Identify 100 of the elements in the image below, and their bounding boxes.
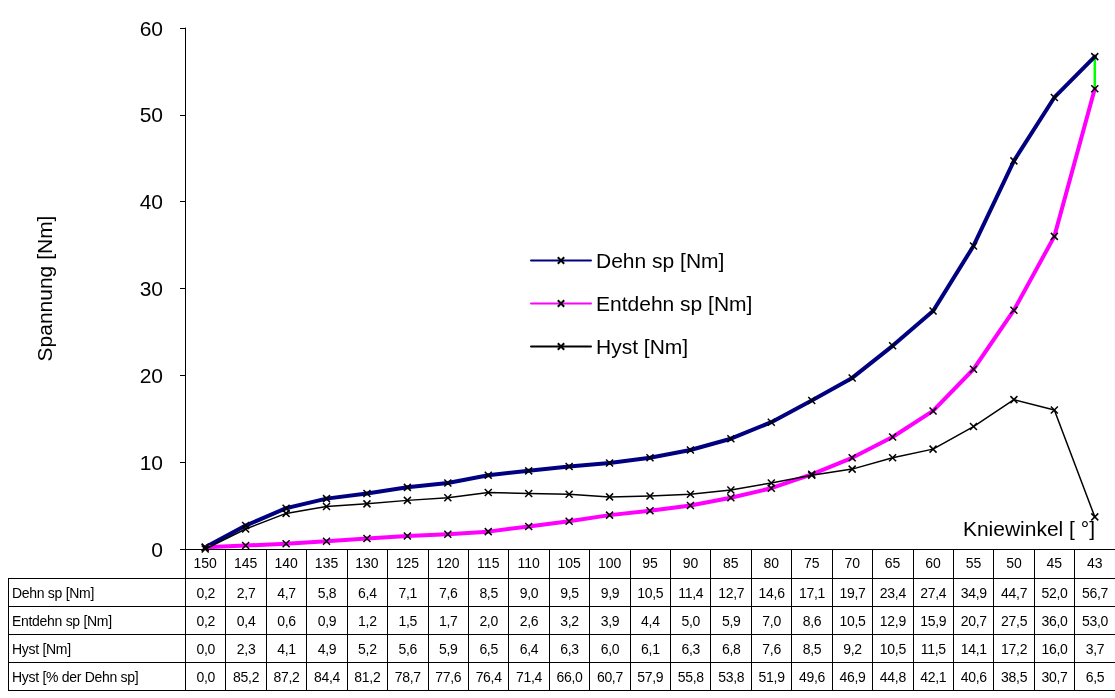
text: 42,1 [913, 662, 954, 691]
x-tick-label: 85 [723, 555, 739, 571]
data-label: 17,1 [791, 578, 833, 607]
point [969, 422, 978, 431]
data-label: 11,4 [670, 578, 711, 607]
text: Dehn sp [Nm] [12, 584, 94, 601]
data-label: 8,5 [791, 634, 833, 663]
text: 81,2 [347, 662, 388, 691]
data-label: 4,9 [306, 634, 348, 663]
text: 76,4 [468, 662, 509, 691]
data-label: 6,1 [630, 634, 671, 663]
data-label: 3,2 [549, 606, 590, 635]
data-label: 7,6 [751, 634, 792, 663]
x-tick-label: 43 [1086, 555, 1103, 571]
data-label: 10,5 [832, 606, 873, 635]
x-tick-label: 80 [763, 555, 780, 571]
text: 44,8 [872, 662, 914, 691]
text: 30,7 [1034, 662, 1075, 691]
text: 38,5 [993, 662, 1035, 691]
data-label: 9,0 [508, 578, 550, 607]
data-label: 6,4 [508, 634, 550, 663]
data-label: 9,9 [589, 578, 631, 607]
text: 78,7 [387, 662, 429, 691]
data-label: 6,0 [589, 634, 631, 663]
text: 46,9 [832, 662, 873, 691]
data-label: 0,0 [185, 634, 226, 663]
data-label: 1,2 [347, 606, 388, 635]
data-label: 19,7 [832, 578, 873, 607]
point [524, 489, 533, 498]
data-label: 34,9 [953, 578, 994, 607]
text: 71,4 [508, 662, 550, 691]
data-label: 2,0 [468, 606, 509, 635]
x-tick-label: 45 [1046, 555, 1063, 571]
data-label: 6,3 [670, 634, 711, 663]
point [928, 444, 938, 454]
data-label: 12,9 [872, 606, 914, 635]
data-label: 1,7 [428, 606, 469, 635]
x-tick-label: 135 [314, 555, 339, 571]
data-label: 17,2 [993, 634, 1035, 663]
data-label: 3,9 [589, 606, 631, 635]
text: 66,0 [549, 662, 590, 691]
point [403, 496, 412, 505]
legend-label: Dehn sp [Nm] [596, 249, 725, 272]
x-tick-label: 145 [233, 555, 258, 571]
data-label: 6,3 [549, 634, 590, 663]
y-tick-label: 30 [139, 277, 163, 300]
y-tick-label: 0 [151, 537, 163, 561]
text: 57,9 [630, 662, 671, 691]
point [1009, 395, 1019, 404]
text: Hyst [% der Dehn sp] [8, 662, 186, 691]
data-label: 3,7 [1074, 634, 1115, 663]
text: 84,4 [306, 662, 348, 691]
data-label: 5,6 [387, 634, 429, 663]
data-label: 11,5 [913, 634, 954, 663]
data-label: 6,5 [468, 634, 509, 663]
data-label: 6,8 [710, 634, 752, 663]
data-label: 23,4 [872, 578, 914, 607]
data-label: 5,8 [306, 578, 348, 607]
data-label: 5,0 [670, 606, 711, 635]
point [605, 492, 614, 502]
point [484, 488, 493, 497]
x-axis-title: Kniewinkel [ °] [962, 517, 1095, 540]
point [1050, 405, 1059, 415]
data-label: 9,2 [832, 634, 873, 663]
x-tick-label: 90 [682, 555, 699, 571]
text: 85,2 [225, 662, 267, 691]
data-label: 1,5 [387, 606, 429, 635]
data-label: 0,9 [306, 606, 348, 635]
x-tick-label: 120 [436, 555, 460, 571]
text: 51,9 [751, 662, 792, 691]
data-label: 2,7 [225, 578, 267, 607]
text: 60,7 [589, 662, 631, 691]
point [888, 453, 897, 463]
data-label: 12,7 [710, 578, 752, 607]
data-label: 4,7 [266, 578, 307, 607]
data-label: 15,9 [913, 606, 954, 635]
x-tick-label: 100 [597, 555, 622, 571]
text: 0,0 [185, 662, 226, 691]
x-tick-label: 115 [477, 555, 500, 571]
point [847, 464, 857, 474]
legend-label: Hyst [Nm] [596, 335, 689, 358]
data-label: 36,0 [1034, 606, 1075, 635]
x-tick-label: 50 [1006, 555, 1022, 571]
y-tick-label: 60 [139, 16, 163, 40]
y-tick-label: 20 [139, 363, 163, 387]
y-tick-label: 10 [139, 450, 163, 474]
x-tick-label: 125 [395, 555, 420, 571]
data-label: 7,0 [751, 606, 792, 635]
data-label: 0,2 [185, 578, 226, 607]
data-label: 5,9 [428, 634, 469, 663]
text: Entdehn sp [Nm] [12, 612, 112, 629]
data-label: 7,6 [428, 578, 469, 607]
data-label: 27,5 [993, 606, 1035, 635]
y-tick-label: 50 [139, 103, 163, 127]
text: 6,5 [1074, 662, 1115, 691]
data-label: 14,6 [751, 578, 792, 607]
point [645, 491, 655, 501]
data-label: 0,2 [185, 606, 226, 635]
data-label: 20,7 [953, 606, 994, 635]
data-label: 2,6 [508, 606, 550, 635]
